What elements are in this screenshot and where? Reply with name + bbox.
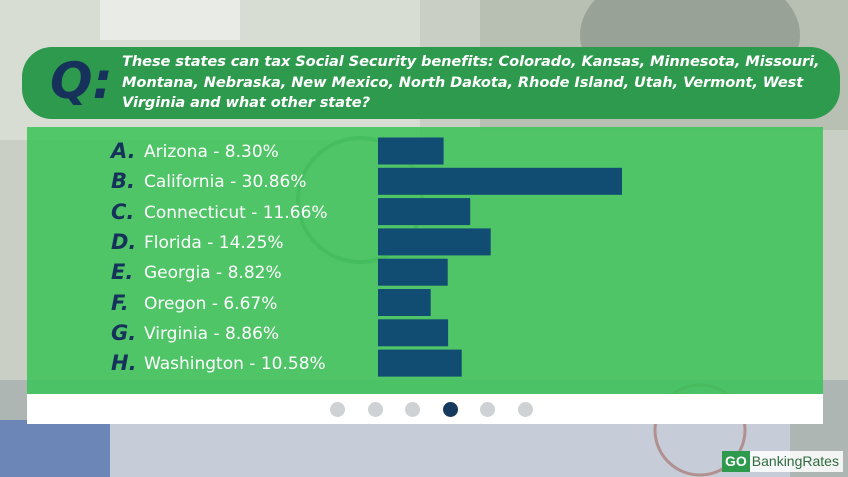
answer-letter: D.	[111, 229, 137, 254]
answer-letter: F.	[111, 290, 129, 315]
answer-letter: C.	[111, 199, 135, 224]
answer-option: G. Virginia - 8.86%	[27, 319, 367, 349]
bar-connecticut	[378, 198, 471, 226]
bar-chart	[378, 137, 622, 377]
bar-washington	[378, 349, 462, 377]
pager-dot[interactable]	[405, 402, 420, 417]
answers-panel: A. Arizona - 8.30% B. California - 30.86% C.…	[27, 127, 823, 394]
bar-virginia	[378, 319, 449, 347]
answer-label: California - 30.86%	[144, 172, 307, 193]
answer-option: H. Washington - 10.58%	[27, 349, 367, 379]
answer-option: D. Florida - 14.25%	[27, 228, 367, 258]
answer-letter: H.	[111, 351, 137, 376]
pager-dot[interactable]	[517, 402, 533, 417]
answer-option: C. Connecticut - 11.66%	[27, 198, 367, 228]
answer-label: Washington - 10.58%	[144, 354, 326, 375]
bar-georgia	[378, 258, 448, 286]
answer-label: Georgia - 8.82%	[144, 263, 282, 284]
answer-letter: G.	[111, 320, 137, 345]
answer-label: Florida - 14.25%	[144, 232, 284, 253]
answer-option: E. Georgia - 8.82%	[27, 258, 367, 288]
question-text: These states can tax Social Security ben…	[122, 53, 820, 111]
bar-california	[378, 167, 622, 195]
answer-option: B. California - 30.86%	[27, 167, 367, 197]
answer-label: Virginia - 8.86%	[144, 323, 280, 344]
answer-letter: A.	[111, 139, 136, 163]
pager-dot[interactable]	[442, 402, 458, 417]
brand-logo: GO BankingRates	[722, 451, 843, 472]
pager-dot[interactable]	[480, 402, 495, 417]
answer-label: Arizona - 8.30%	[144, 142, 279, 162]
answer-label: Connecticut - 11.66%	[144, 202, 328, 223]
pager-dot[interactable]	[330, 402, 345, 417]
bar-oregon	[378, 289, 431, 316]
pager-dot[interactable]	[367, 402, 383, 417]
bar-florida	[378, 228, 491, 256]
slide-pager	[27, 394, 823, 424]
answers-list: A. Arizona - 8.30% B. California - 30.86% C.…	[27, 127, 823, 394]
answer-letter: B.	[111, 169, 135, 194]
answer-label: Oregon - 6.67%	[144, 293, 278, 314]
answer-option: A. Arizona - 8.30%	[27, 137, 367, 167]
bar-arizona	[378, 137, 444, 165]
brand-go: GO	[722, 451, 750, 472]
answer-option: F. Oregon - 6.67%	[27, 289, 367, 319]
question-banner	[22, 47, 840, 119]
brand-name: BankingRates	[749, 451, 843, 472]
answer-letter: E.	[111, 260, 134, 285]
question-label: Q:	[50, 52, 113, 110]
